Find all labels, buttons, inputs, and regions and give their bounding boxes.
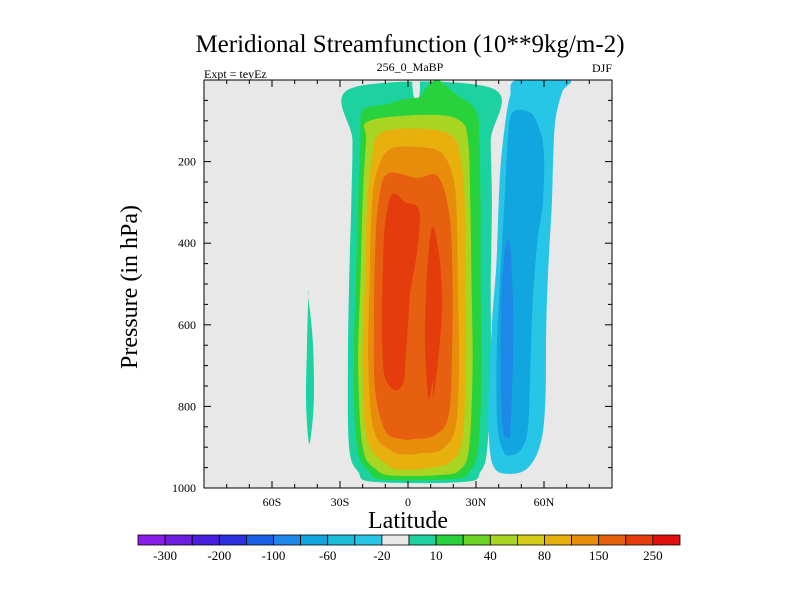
colorbar-swatch	[191, 534, 220, 546]
colorbar-swatch	[218, 534, 247, 546]
contour-notch	[412, 80, 420, 103]
colorbar-swatch	[354, 534, 383, 546]
colorbar-swatch	[137, 534, 166, 546]
x-tick-labels: 60S 30S 0 30N 60N	[263, 495, 555, 509]
experiment-label: Expt = teyEz	[204, 67, 267, 81]
y-tick-label: 1000	[172, 481, 196, 495]
colorbar-swatch	[652, 534, 681, 546]
contour-positive-300-b	[424, 226, 443, 400]
y-tick-label: 400	[178, 236, 196, 250]
x-tick-label: 0	[405, 495, 411, 509]
colorbar-swatch	[598, 534, 627, 546]
colorbar	[137, 534, 681, 546]
colorbar-label: 150	[589, 548, 609, 563]
x-tick-label: 60N	[534, 495, 555, 509]
x-tick-label: 30S	[331, 495, 350, 509]
colorbar-swatch	[273, 534, 302, 546]
colorbar-label: -100	[262, 548, 286, 563]
plot-frame	[203, 79, 613, 489]
colorbar-label: 10	[430, 548, 443, 563]
colorbar-swatch	[300, 534, 329, 546]
colorbar-swatch	[435, 534, 464, 546]
colorbar-label: 40	[484, 548, 497, 563]
contour-positive-300	[381, 193, 420, 391]
colorbar-label: -20	[373, 548, 390, 563]
colorbar-label: 80	[538, 548, 551, 563]
x-tick-label: 60S	[263, 495, 282, 509]
y-axis-label: Pressure (in hPa)	[117, 205, 143, 369]
colorbar-label: -200	[207, 548, 231, 563]
colorbar-swatch	[245, 534, 274, 546]
y-tick-label: 200	[178, 155, 196, 169]
x-axis-label: Latitude	[368, 508, 448, 534]
colorbar-label: -60	[319, 548, 336, 563]
colorbar-label: 250	[643, 548, 663, 563]
colorbar-swatch	[462, 534, 491, 546]
season-label: DJF	[592, 61, 612, 75]
run-label: 256_0_MaBP	[377, 60, 444, 74]
y-tick-label: 800	[178, 399, 196, 413]
colorbar-swatch	[327, 534, 356, 546]
colorbar-swatch	[489, 534, 518, 546]
colorbar-swatch	[517, 534, 545, 546]
colorbar-swatch	[544, 534, 573, 546]
contour-fields	[305, 80, 572, 484]
y-tick-labels: 200 400 600 800 1000	[172, 155, 196, 495]
colorbar-swatch	[571, 534, 600, 546]
chart-title: Meridional Streamfunction (10**9kg/m-2)	[195, 31, 624, 58]
y-tick-label: 600	[178, 318, 196, 332]
colorbar-label: -300	[153, 548, 177, 563]
x-tick-label: 30N	[466, 495, 487, 509]
colorbar-swatch	[625, 534, 654, 546]
contour-positive-sliver	[305, 290, 315, 445]
colorbar-swatch	[164, 534, 193, 546]
colorbar-swatch	[381, 534, 410, 546]
colorbar-labels: -300 -200 -100 -60 -20 10 40 80 150 250	[153, 548, 662, 563]
contour-negative-100	[500, 240, 514, 440]
colorbar-swatch	[408, 534, 437, 546]
